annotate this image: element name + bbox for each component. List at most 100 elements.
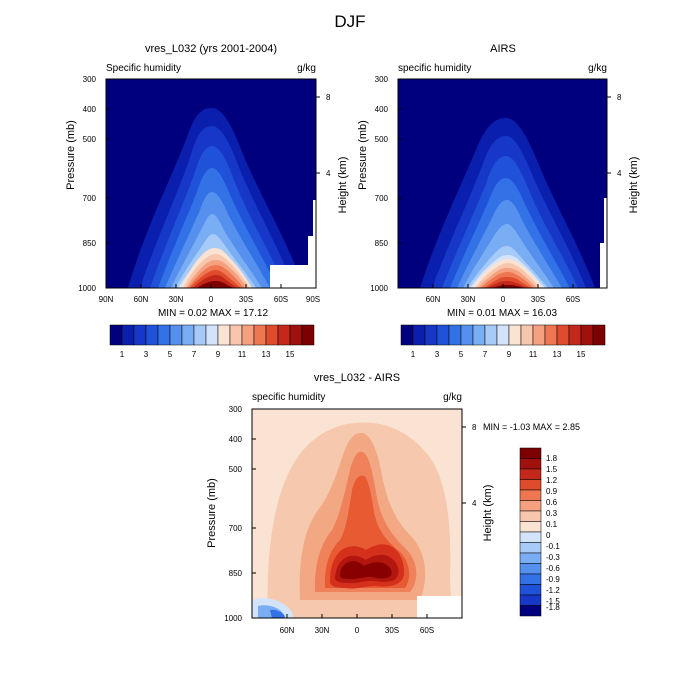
colorbar-swatch: [436, 324, 450, 346]
y-right-tick-label: 4: [472, 499, 477, 508]
contour-field: [251, 408, 463, 619]
x-tick-label: 30S: [385, 626, 399, 635]
y-right-axis-title: Height (km): [482, 485, 494, 542]
colorbar-label: 5: [459, 350, 464, 359]
panel-left-label: specific humidity: [252, 392, 325, 403]
y-tick-label: 850: [375, 239, 389, 248]
colorbar-label: -0.3: [546, 553, 560, 562]
y-axis-title: Pressure (mb): [357, 120, 369, 190]
colorbar-swatch: [424, 324, 438, 346]
colorbar-swatch: [448, 324, 462, 346]
colorbar-label: -0.9: [546, 575, 560, 584]
colorbar-label: 3: [435, 350, 440, 359]
colorbar-label: 9: [507, 350, 512, 359]
contour-field: [397, 78, 608, 289]
y-right-tick-label: 8: [472, 423, 477, 432]
colorbar-label: 7: [483, 350, 488, 359]
x-axis: 60N 30N 0 30S 60S: [280, 614, 434, 635]
stats-text: MIN = 0.01 MAX = 16.03: [447, 308, 557, 319]
colorbar-label: 13: [262, 350, 271, 359]
colorbar-label: 1.8: [546, 454, 558, 463]
colorbar-swatch: [265, 324, 279, 346]
y-tick-label: 500: [83, 135, 97, 144]
colorbar-label: 5: [168, 350, 173, 359]
colorbar-swatch: [520, 324, 534, 346]
colorbar-label: 15: [286, 350, 295, 359]
colorbar-swatch: [556, 324, 570, 346]
y-tick-label: 300: [375, 75, 389, 84]
colorbar-swatch: [519, 531, 542, 543]
colorbar-label: -0.1: [546, 542, 560, 551]
colorbar-swatch: [121, 324, 135, 346]
colorbar: 1 3 5 7 9 11 13 15: [109, 324, 315, 359]
y-tick-label: 700: [83, 194, 97, 203]
colorbar-swatch: [289, 324, 303, 346]
colorbar-label: 0.1: [546, 520, 558, 529]
x-tick-label: 0: [501, 295, 506, 304]
x-tick-label: 30N: [315, 626, 330, 635]
x-tick-label: 0: [209, 295, 214, 304]
panel-title: vres_L032 (yrs 2001-2004): [145, 43, 277, 55]
colorbar-swatch: [519, 605, 542, 617]
y-axis-right: 8 4 Height (km): [462, 423, 494, 541]
colorbar-label: 3: [144, 350, 149, 359]
colorbar-swatch: [241, 324, 255, 346]
colorbar-label: -1.5: [546, 597, 560, 606]
y-axis-left: Pressure (mb) 300 400 500 700 850 1000: [65, 75, 110, 293]
colorbar-swatch: [519, 458, 542, 470]
colorbar-swatch: [508, 324, 522, 346]
colorbar-swatch: [157, 324, 171, 346]
colorbar-swatch: [532, 324, 546, 346]
colorbar-label: 11: [529, 350, 538, 359]
panel-title: vres_L032 - AIRS: [314, 372, 400, 384]
x-tick-label: 30N: [461, 295, 476, 304]
x-tick-label: 90S: [306, 295, 320, 304]
y-right-tick-label: 8: [617, 93, 622, 102]
y-tick-label: 400: [83, 105, 97, 114]
y-axis-title: Pressure (mb): [206, 478, 218, 548]
y-tick-label: 850: [229, 569, 243, 578]
y-tick-label: 1000: [370, 284, 388, 293]
y-tick-label: 300: [229, 405, 243, 414]
colorbar-swatch: [580, 324, 594, 346]
y-tick-label: 850: [83, 239, 97, 248]
colorbar: 1.8 1.5 1.2 0.9 0.6 0.3 0.1 0 -0.1 -0.3 …: [519, 447, 560, 617]
y-tick-label: 700: [375, 194, 389, 203]
colorbar-swatch: [205, 324, 219, 346]
colorbar-swatch: [568, 324, 582, 346]
colorbar-swatch: [544, 324, 558, 346]
colorbar-swatch: [592, 324, 606, 346]
y-tick-label: 400: [375, 105, 389, 114]
contour-field: [105, 78, 317, 289]
colorbar-swatch: [519, 521, 542, 533]
colorbar-swatch: [412, 324, 426, 346]
colorbar-label: 0.3: [546, 509, 558, 518]
colorbar-swatch: [519, 447, 542, 459]
colorbar-swatch: [277, 324, 291, 346]
y-tick-label: 300: [83, 75, 97, 84]
colorbar-swatch: [193, 324, 207, 346]
colorbar-label: 9: [216, 350, 221, 359]
y-tick-label: 700: [229, 524, 243, 533]
colorbar-label: -1.2: [546, 586, 560, 595]
colorbar-swatch: [519, 542, 542, 554]
colorbar-label: 0.6: [546, 498, 558, 507]
colorbar-label: 1.2: [546, 476, 558, 485]
colorbar-swatch: [109, 324, 123, 346]
stats-text: MIN = 0.02 MAX = 17.12: [158, 308, 268, 319]
colorbar-swatch: [169, 324, 183, 346]
colorbar-swatch: [519, 552, 542, 564]
panel-left-label: Specific humidity: [106, 63, 181, 74]
colorbar-label: 1.5: [546, 465, 558, 474]
colorbar-swatch: [133, 324, 147, 346]
x-tick-label: 60N: [280, 626, 295, 635]
x-axis: 60N 30N 0 30S 60S: [426, 284, 580, 304]
figure-title: DJF: [334, 12, 365, 31]
colorbar-swatch: [229, 324, 243, 346]
x-tick-label: 60S: [274, 295, 288, 304]
colorbar-label: 15: [577, 350, 586, 359]
y-axis-left: Pressure (mb) 300 400 500 700 850 1000: [206, 405, 256, 623]
colorbar-label: 0: [546, 531, 551, 540]
panel-difference: vres_L032 - AIRS specific humidity g/kg …: [206, 372, 580, 635]
colorbar-label: -1.8: [546, 603, 560, 612]
